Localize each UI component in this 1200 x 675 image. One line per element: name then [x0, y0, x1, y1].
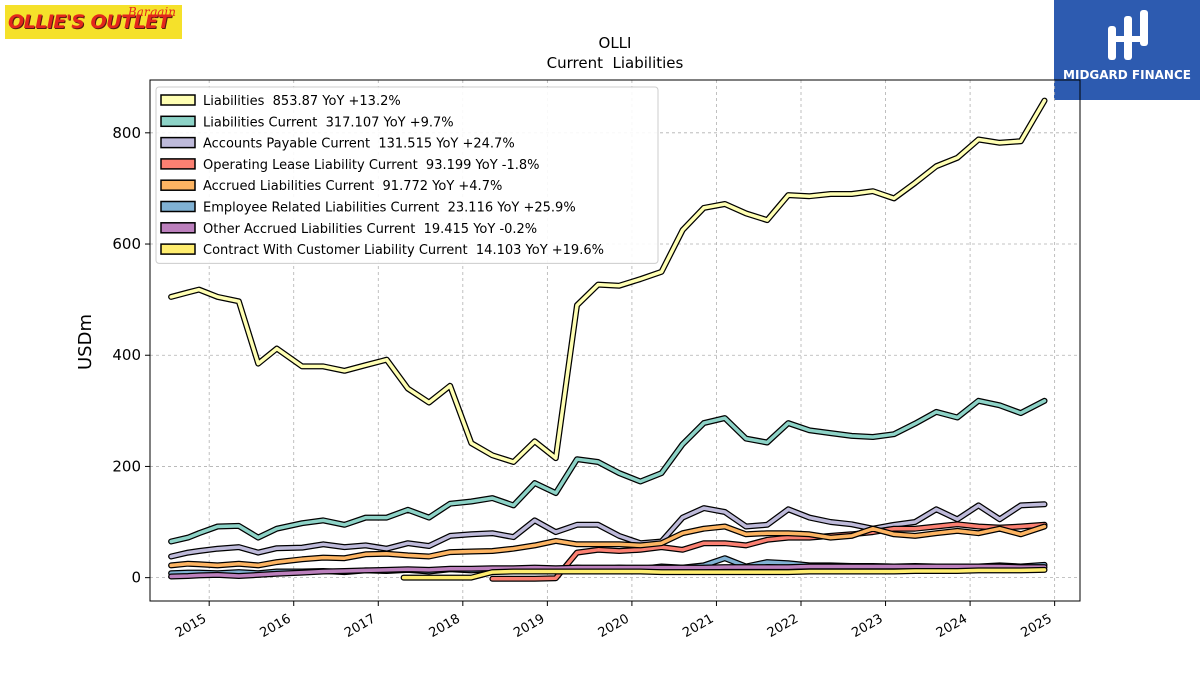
- ollies-logo-text: OLLIE'S OUTLET: [8, 11, 171, 33]
- plot-frame: [149, 79, 1081, 602]
- series-lines: [168, 97, 1048, 582]
- legend-swatch: [160, 179, 196, 191]
- x-tick-label: 2015: [173, 611, 209, 641]
- legend: Liabilities 853.87 YoY +13.2% Liabilities…: [155, 86, 659, 264]
- y-tick-label: 400: [112, 346, 141, 364]
- midgard-logo-text: MIDGARD FINANCE: [1063, 68, 1191, 82]
- legend-swatch: [160, 94, 196, 106]
- x-tick-label: 2017: [342, 611, 378, 641]
- series-line-4: [489, 521, 1048, 582]
- legend-label: Accrued Liabilities Current 91.772 YoY +…: [203, 179, 502, 194]
- midgard-mark-icon: [1108, 10, 1148, 60]
- x-tick-label: 2023: [849, 611, 885, 641]
- midgard-logo: MIDGARD FINANCE: [1054, 0, 1200, 100]
- series-line-8: [400, 566, 1048, 581]
- legend-label: Employee Related Liabilities Current 23.…: [203, 201, 576, 216]
- legend-swatch: [160, 158, 196, 170]
- x-tick-label: 2022: [765, 611, 801, 641]
- y-tick-label: 800: [112, 124, 141, 142]
- x-tick-label: 2021: [680, 611, 716, 641]
- legend-label: Accounts Payable Current 131.515 YoY +24…: [203, 137, 515, 152]
- legend-label: Contract With Customer Liability Current…: [203, 243, 604, 258]
- series-line-2: [168, 397, 1048, 545]
- legend-swatch: [160, 222, 196, 234]
- ollies-logo: OLLIE'S OUTLET Bargain: [5, 5, 182, 39]
- legend-box: [155, 86, 659, 264]
- series-line-7: [168, 563, 1048, 580]
- x-tick-label: 2024: [934, 611, 970, 641]
- y-tick-label: 600: [112, 235, 141, 253]
- legend-swatch: [160, 200, 196, 213]
- legend-label: Liabilities Current 317.107 YoY +9.7%: [203, 115, 454, 130]
- series-line-5: [168, 523, 1048, 569]
- legend-swatch: [160, 115, 196, 128]
- chart-subtitle: Current Liabilities: [547, 54, 684, 72]
- legend-swatch: [160, 243, 196, 255]
- y-axis-label: USDm: [75, 314, 96, 370]
- ollies-logo-script: Bargain: [127, 5, 176, 19]
- series-line-3: [168, 501, 1048, 560]
- x-tick-label: 2019: [511, 611, 547, 641]
- x-tick-label: 2016: [258, 611, 294, 641]
- series-line-1: [168, 97, 1048, 465]
- legend-label: Other Accrued Liabilities Current 19.415…: [203, 222, 537, 237]
- legend-swatch: [160, 136, 196, 149]
- x-tick-label: 2018: [427, 611, 463, 641]
- x-tick-label: 2020: [596, 611, 632, 641]
- chart-title: OLLI: [599, 34, 632, 52]
- y-tick-label: 0: [131, 569, 141, 587]
- y-tick-label: 200: [112, 457, 141, 475]
- x-tick-label: 2025: [1018, 611, 1054, 641]
- legend-label: Operating Lease Liability Current 93.199…: [203, 158, 540, 173]
- legend-label: Liabilities 853.87 YoY +13.2%: [203, 94, 401, 109]
